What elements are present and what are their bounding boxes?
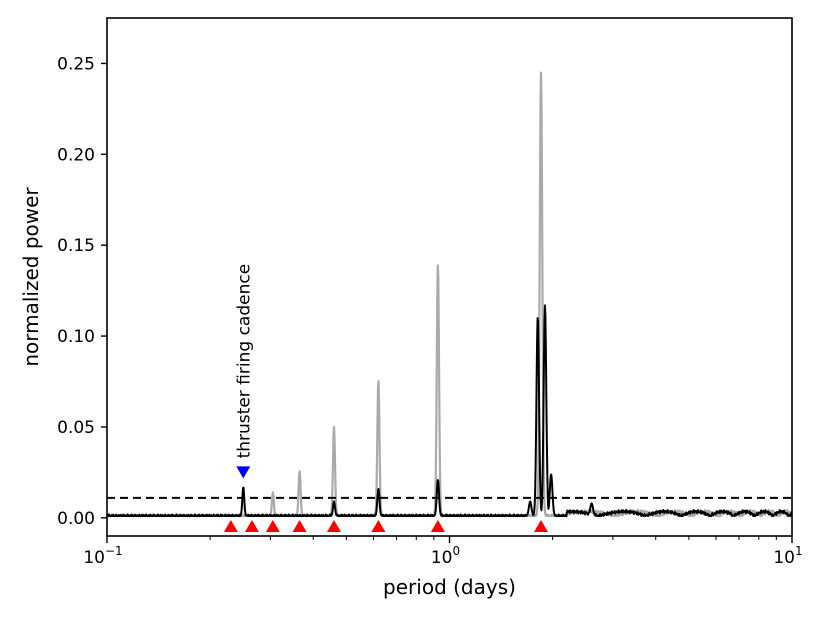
harmonic-marker: [292, 520, 307, 532]
y-tick-label: 0.15: [57, 236, 95, 256]
y-tick-label: 0.05: [57, 418, 95, 438]
x-axis-label: period (days): [383, 575, 516, 599]
plot-content: [107, 71, 792, 532]
harmonic-marker: [326, 520, 341, 532]
y-axis-label: normalized power: [19, 187, 43, 367]
harmonic-marker: [371, 520, 386, 532]
x-tick-label: 100: [431, 544, 460, 568]
harmonic-marker: [265, 520, 280, 532]
y-tick-label: 0.20: [57, 145, 95, 165]
y-tick-label: 0.10: [57, 327, 95, 347]
cadence-annotation: thruster firing cadence: [234, 264, 254, 459]
harmonic-marker: [534, 520, 549, 532]
axis-ticks: 0.00 0.05 0.10 0.15 0.20 0.25 10−1 100 101: [57, 54, 803, 568]
harmonic-marker: [244, 520, 259, 532]
y-tick-label: 0.00: [57, 509, 95, 529]
series-line-black: [107, 304, 792, 518]
x-tick-label: 101: [773, 544, 802, 568]
harmonic-marker: [223, 520, 238, 532]
x-tick-label: 10−1: [83, 544, 122, 568]
y-tick-label: 0.25: [57, 54, 95, 74]
plot-frame: [106, 17, 793, 537]
harmonic-marker: [430, 520, 445, 532]
cadence-marker: [236, 466, 251, 479]
series-line-gray: [107, 71, 792, 518]
